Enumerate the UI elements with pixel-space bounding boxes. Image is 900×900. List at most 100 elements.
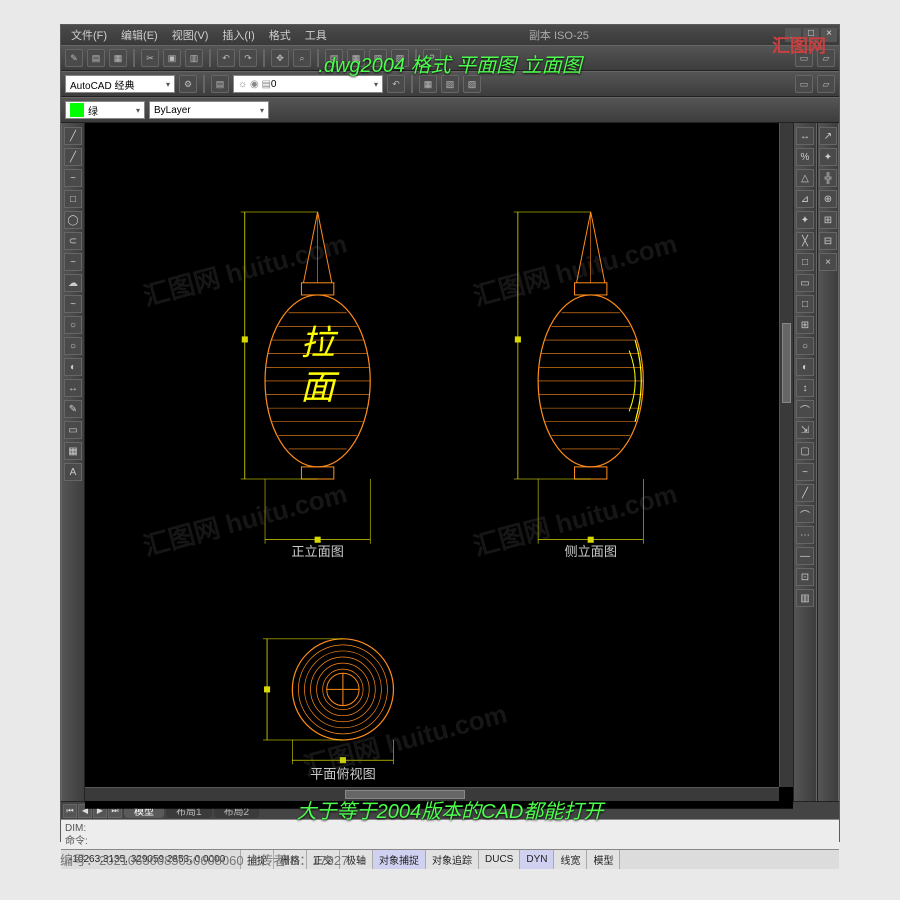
toolbar-properties: 绿 ByLayer: [61, 97, 839, 123]
dim-tool-icon[interactable]: ▭: [795, 49, 813, 67]
design-center-icon[interactable]: ▦: [347, 49, 365, 67]
tab-first-icon[interactable]: ⏮: [63, 804, 77, 818]
modify-tool-9[interactable]: ⊞: [796, 316, 814, 334]
modify-tool-1[interactable]: %: [796, 148, 814, 166]
pan-icon[interactable]: ✥: [271, 49, 289, 67]
draw-tool-3[interactable]: □: [64, 190, 82, 208]
layer-off-icon[interactable]: ▨: [463, 75, 481, 93]
draw-tool-14[interactable]: ▭: [64, 421, 82, 439]
draw-tool-5[interactable]: ⊂: [64, 232, 82, 250]
draw-tool-9[interactable]: ○: [64, 316, 82, 334]
modify-tool-18[interactable]: ⌒: [796, 505, 814, 523]
paste-icon[interactable]: ▥: [185, 49, 203, 67]
workspace-dropdown[interactable]: AutoCAD 经典: [65, 75, 175, 93]
canvas-scroll[interactable]: 拉面正立面图侧立面图平面俯视图: [85, 123, 793, 801]
layer-props-icon[interactable]: ▤: [211, 75, 229, 93]
extra-tool-4[interactable]: ⊞: [819, 211, 837, 229]
extra-icon[interactable]: ▭: [795, 75, 813, 93]
sheet-set-icon[interactable]: ▨: [391, 49, 409, 67]
status-toggle-对象追踪[interactable]: 对象追踪: [426, 850, 479, 869]
status-toggle-模型[interactable]: 模型: [587, 850, 620, 869]
draw-tool-10[interactable]: ○: [64, 337, 82, 355]
open-icon[interactable]: ▤: [87, 49, 105, 67]
draw-tool-12[interactable]: ↔: [64, 379, 82, 397]
workspace-settings-icon[interactable]: ⚙: [179, 75, 197, 93]
modify-tool-8[interactable]: □: [796, 295, 814, 313]
modify-tool-11[interactable]: ◐: [796, 358, 814, 376]
h-scrollbar[interactable]: [85, 787, 779, 801]
extra2-icon[interactable]: ▱: [817, 75, 835, 93]
v-scrollbar[interactable]: [779, 123, 793, 787]
extra-tool-2[interactable]: ╬: [819, 169, 837, 187]
color-dropdown[interactable]: 绿: [65, 101, 145, 119]
modify-tool-7[interactable]: ▭: [796, 274, 814, 292]
layer-freeze-icon[interactable]: ▧: [441, 75, 459, 93]
modify-tool-4[interactable]: ✦: [796, 211, 814, 229]
menu-file[interactable]: 文件(F): [65, 27, 113, 43]
layer-dropdown[interactable]: ☼ ◉ ▤ 0: [233, 75, 383, 93]
help-icon[interactable]: ?: [423, 49, 441, 67]
modify-tool-21[interactable]: ⊡: [796, 568, 814, 586]
modify-tool-14[interactable]: ⇲: [796, 421, 814, 439]
status-toggle-DYN[interactable]: DYN: [520, 850, 554, 869]
menu-insert[interactable]: 插入(I): [216, 27, 260, 43]
minimize-button[interactable]: _: [785, 28, 801, 42]
status-toggle-DUCS[interactable]: DUCS: [479, 850, 520, 869]
modify-tool-5[interactable]: ╳: [796, 232, 814, 250]
draw-tool-4[interactable]: ◯: [64, 211, 82, 229]
save-icon[interactable]: ▦: [109, 49, 127, 67]
props-icon[interactable]: ▤: [325, 49, 343, 67]
modify-tool-22[interactable]: ▥: [796, 589, 814, 607]
layer-prev-icon[interactable]: ↶: [387, 75, 405, 93]
extra-tool-3[interactable]: ⊕: [819, 190, 837, 208]
zoom-icon[interactable]: ⌕: [293, 49, 311, 67]
linetype-dropdown[interactable]: ByLayer: [149, 101, 269, 119]
status-toggle-对象捕捉[interactable]: 对象捕捉: [373, 850, 426, 869]
draw-tool-8[interactable]: ~: [64, 295, 82, 313]
status-toggle-线宽[interactable]: 线宽: [554, 850, 587, 869]
maximize-button[interactable]: □: [803, 28, 819, 42]
dim-tool2-icon[interactable]: ▱: [817, 49, 835, 67]
new-icon[interactable]: ✎: [65, 49, 83, 67]
close-button[interactable]: ×: [821, 28, 837, 42]
draw-tool-13[interactable]: ✎: [64, 400, 82, 418]
menu-format[interactable]: 格式: [263, 27, 297, 43]
tool-palette-icon[interactable]: ▧: [369, 49, 387, 67]
modify-palette: ↔% △ ⊿ ✦ ╳ □ ▭ □ ⊞ ○ ◐ ↕ ⌒ ⇲ ▢ ~ ╱ ⌒ ⋯ — ⊡ ▥: [793, 123, 817, 801]
redo-icon[interactable]: ↷: [239, 49, 257, 67]
layer-iso-icon[interactable]: ▦: [419, 75, 437, 93]
extra-tool-6[interactable]: ×: [819, 253, 837, 271]
modify-tool-15[interactable]: ▢: [796, 442, 814, 460]
extra-tool-0[interactable]: ↗: [819, 127, 837, 145]
modify-tool-16[interactable]: ~: [796, 463, 814, 481]
modify-tool-2[interactable]: △: [796, 169, 814, 187]
undo-icon[interactable]: ↶: [217, 49, 235, 67]
draw-tool-11[interactable]: ◐: [64, 358, 82, 376]
draw-tool-7[interactable]: ☁: [64, 274, 82, 292]
svg-text:拉: 拉: [300, 325, 338, 363]
modify-tool-13[interactable]: ⌒: [796, 400, 814, 418]
extra-tool-5[interactable]: ⊟: [819, 232, 837, 250]
modify-tool-0[interactable]: ↔: [796, 127, 814, 145]
draw-tool-1[interactable]: ╱: [64, 148, 82, 166]
draw-tool-6[interactable]: ~: [64, 253, 82, 271]
modify-tool-19[interactable]: ⋯: [796, 526, 814, 544]
modify-tool-20[interactable]: —: [796, 547, 814, 565]
menu-tools[interactable]: 工具: [299, 27, 333, 43]
modify-tool-3[interactable]: ⊿: [796, 190, 814, 208]
menu-view[interactable]: 视图(V): [166, 27, 215, 43]
command-line[interactable]: DIM: 命令:: [61, 819, 839, 849]
draw-tool-0[interactable]: ╱: [64, 127, 82, 145]
modify-tool-12[interactable]: ↕: [796, 379, 814, 397]
cut-icon[interactable]: ✂: [141, 49, 159, 67]
drawing-canvas[interactable]: 拉面正立面图侧立面图平面俯视图: [85, 123, 793, 809]
draw-tool-15[interactable]: ▦: [64, 442, 82, 460]
modify-tool-6[interactable]: □: [796, 253, 814, 271]
draw-tool-16[interactable]: A: [64, 463, 82, 481]
modify-tool-17[interactable]: ╱: [796, 484, 814, 502]
modify-tool-10[interactable]: ○: [796, 337, 814, 355]
copy-icon[interactable]: ▣: [163, 49, 181, 67]
menu-edit[interactable]: 编辑(E): [115, 27, 164, 43]
extra-tool-1[interactable]: ✦: [819, 148, 837, 166]
draw-tool-2[interactable]: ~: [64, 169, 82, 187]
